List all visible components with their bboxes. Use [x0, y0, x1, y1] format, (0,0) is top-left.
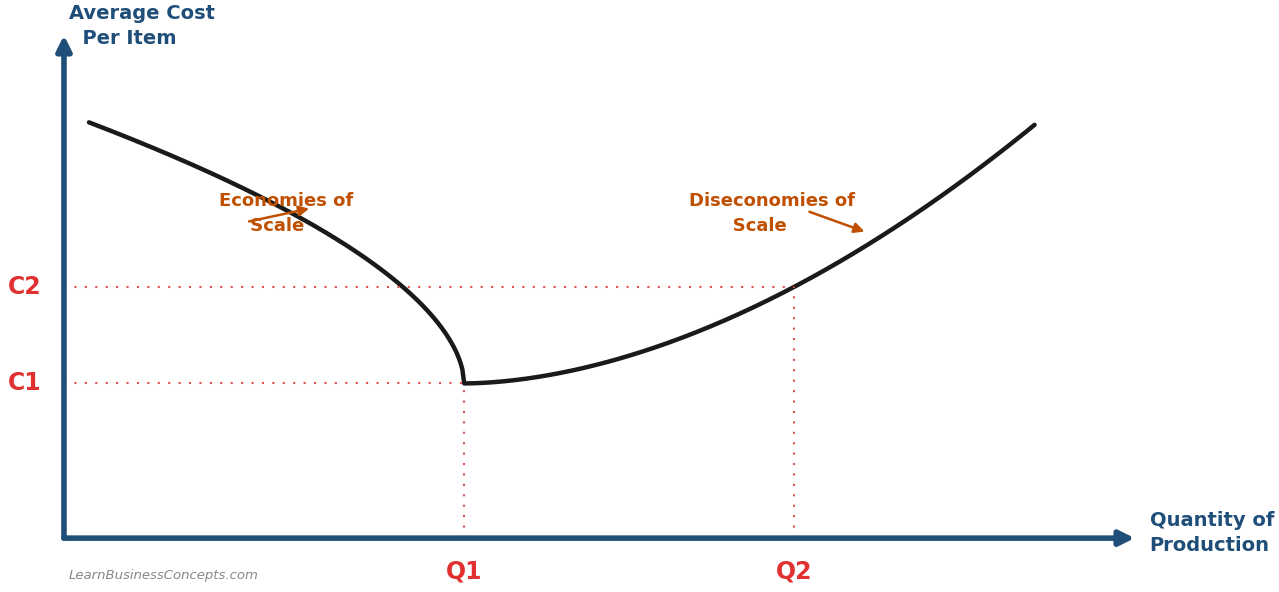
Text: LearnBusinessConcepts.com: LearnBusinessConcepts.com — [69, 569, 258, 581]
Text: Economies of
     Scale: Economies of Scale — [219, 192, 353, 236]
Text: Average Cost: Average Cost — [69, 4, 215, 23]
Text: Per Item: Per Item — [69, 30, 177, 49]
Text: Q2: Q2 — [776, 560, 812, 584]
Text: Diseconomies of
       Scale: Diseconomies of Scale — [689, 192, 856, 236]
Text: Q1: Q1 — [446, 560, 482, 584]
Text: C1: C1 — [9, 371, 42, 395]
Text: Quantity of
Production: Quantity of Production — [1150, 511, 1274, 555]
Text: C2: C2 — [9, 275, 42, 299]
